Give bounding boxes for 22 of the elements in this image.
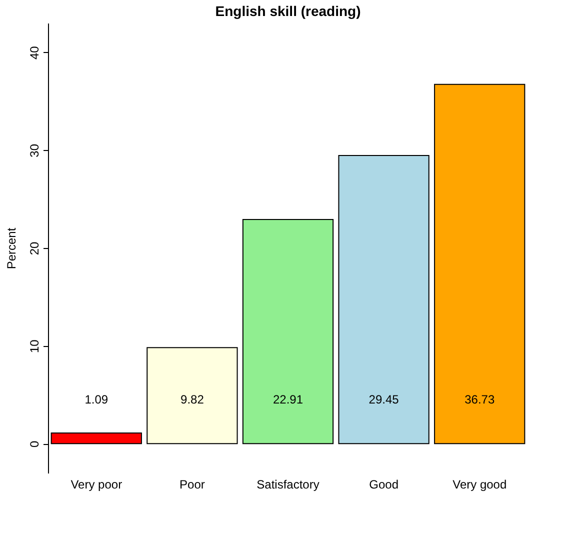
bar xyxy=(146,347,238,444)
y-tick-label: 40 xyxy=(28,46,42,60)
bar xyxy=(242,219,334,444)
data-label: 29.45 xyxy=(368,392,400,407)
y-tick-label: 10 xyxy=(28,339,42,354)
bar xyxy=(50,432,142,444)
x-tick-label: Satisfactory xyxy=(256,478,320,492)
bar xyxy=(434,84,526,444)
data-label: 9.82 xyxy=(180,392,204,407)
y-axis-title: Percent xyxy=(4,227,18,270)
bar xyxy=(338,155,430,444)
data-label: 36.73 xyxy=(464,392,495,407)
x-tick-label: Very good xyxy=(452,478,507,492)
x-tick-label: Very poor xyxy=(70,478,122,492)
data-label: 1.09 xyxy=(84,392,108,407)
x-tick-label: Good xyxy=(369,478,398,492)
chart-title: English skill (reading) xyxy=(215,3,361,19)
x-tick-label: Poor xyxy=(180,478,205,492)
y-tick-label: 30 xyxy=(28,144,42,158)
y-tick-label: 20 xyxy=(28,242,42,256)
data-label: 22.91 xyxy=(272,392,304,407)
y-tick-label: 0 xyxy=(28,440,42,448)
